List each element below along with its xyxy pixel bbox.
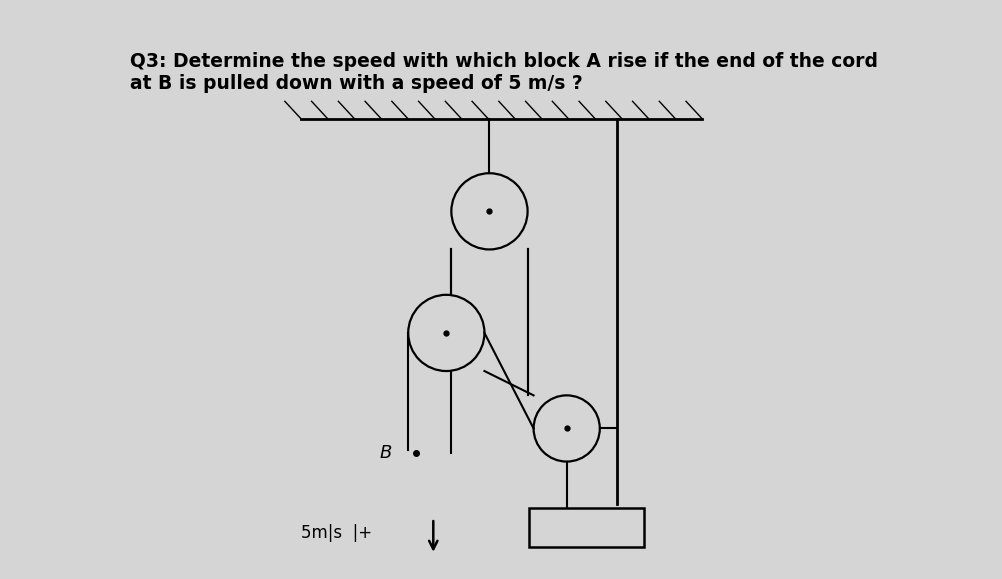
- Text: B: B: [380, 444, 392, 462]
- Text: A: A: [579, 518, 592, 537]
- Text: Q3: Determine the speed with which block A rise if the end of the cord
at B is p: Q3: Determine the speed with which block…: [130, 52, 878, 93]
- Bar: [528, 508, 643, 547]
- Text: 5m|s  |+: 5m|s |+: [301, 523, 372, 542]
